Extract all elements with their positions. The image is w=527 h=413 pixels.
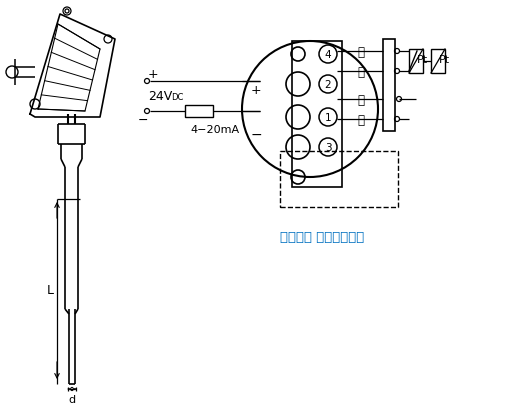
Text: 1: 1	[325, 113, 331, 123]
Text: Pt: Pt	[439, 55, 450, 65]
Text: 热电阱： 三线或四线制: 热电阱： 三线或四线制	[280, 231, 364, 244]
Text: d: d	[69, 394, 75, 404]
Text: 24V: 24V	[148, 90, 172, 103]
Text: 4: 4	[325, 50, 331, 60]
Text: −: −	[138, 113, 148, 126]
Bar	[431, 50, 445, 74]
Text: +: +	[251, 83, 261, 96]
Bar	[280, 152, 398, 207]
Text: −: −	[250, 128, 262, 142]
Text: 白: 白	[357, 65, 364, 78]
Text: DC: DC	[171, 92, 183, 101]
Bar	[383, 40, 395, 132]
Text: 2: 2	[325, 80, 331, 90]
Bar	[185, 106, 213, 118]
Text: 白: 白	[357, 45, 364, 58]
Bar	[409, 50, 423, 74]
Text: 3: 3	[325, 142, 331, 153]
Text: 红: 红	[357, 113, 364, 126]
Text: Pt: Pt	[417, 55, 428, 65]
Text: L: L	[46, 283, 54, 296]
Circle shape	[65, 10, 69, 14]
Text: +: +	[148, 67, 159, 80]
Text: 红: 红	[357, 93, 364, 106]
Bar	[292, 42, 342, 188]
Text: 4−20mA: 4−20mA	[190, 125, 239, 135]
